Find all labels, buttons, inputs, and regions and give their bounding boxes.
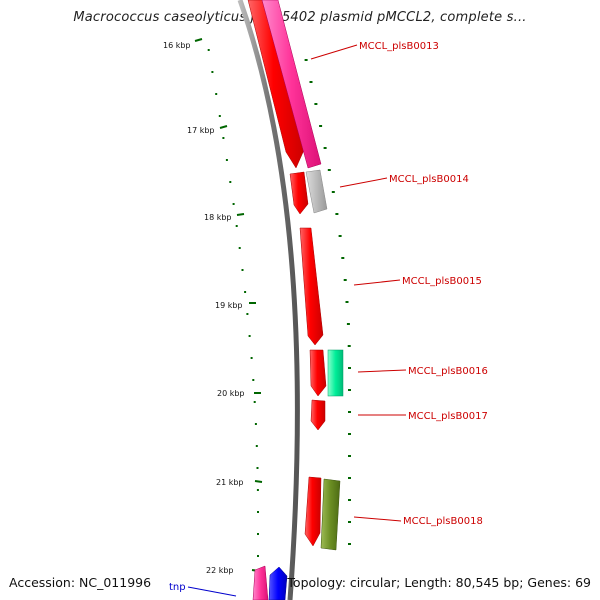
cog-bar-0016[interactable] [327,349,344,397]
tick-16kbp: 16 kbp [163,38,203,50]
gene-label-text: MCCL_plsB0016 [408,366,488,377]
gene-label-text: MCCL_plsB0013 [359,41,439,52]
tick-label: 18 kbp [204,213,232,222]
tick-label: 21 kbp [216,478,244,487]
gene-labels: MCCL_plsB0013 MCCL_plsB0014 MCCL_plsB001… [169,41,488,597]
cds-arrow-0013[interactable] [247,0,305,169]
gene-label-tnp[interactable]: tnp [169,582,237,597]
tick-18kbp: 18 kbp [204,213,245,222]
tick-label: 20 kbp [217,389,245,398]
cog-bar-0014[interactable] [305,169,328,214]
cog-bar-0018[interactable] [320,478,341,551]
gene-label-text: MCCL_plsB0014 [389,174,469,185]
gene-label-text: MCCL_plsB0018 [403,516,483,527]
cds-arrow-tnp[interactable] [252,565,269,600]
tick-17kbp: 17 kbp [187,125,228,135]
tick-21kbp: 21 kbp [216,478,263,487]
gene-label-text: MCCL_plsB0017 [408,411,488,422]
tick-label: 19 kbp [215,301,243,310]
cds-arrow-0016[interactable] [309,349,327,397]
gene-label-0018[interactable]: MCCL_plsB0018 [353,516,483,527]
accession-label: Accession: NC_011996 [9,575,152,590]
tick-label: 16 kbp [163,41,191,50]
scale-ticks: 16 kbp 17 kbp 18 kbp 19 kbp 20 kbp 21 kb… [163,38,263,575]
tick-label: 22 kbp [206,566,234,575]
tick-20kbp: 20 kbp [217,389,261,398]
gene-label-0014[interactable]: MCCL_plsB0014 [339,174,469,188]
cds-arrow-0015[interactable] [299,227,324,346]
gc-track-inner [207,49,259,557]
tick-19kbp: 19 kbp [215,301,256,310]
tick-22kbp: 22 kbp [206,566,260,575]
gene-label-text: MCCL_plsB0015 [402,276,482,287]
gene-label-0016[interactable]: MCCL_plsB0016 [357,366,488,377]
cog-bar-tnp[interactable] [268,566,288,600]
gene-label-0015[interactable]: MCCL_plsB0015 [353,276,482,287]
cds-arrow-0014[interactable] [289,171,309,215]
map-title: Macrococcus caseolyticus JCSC5402 plasmi… [73,10,527,25]
cog-lane [261,0,344,600]
tick-label: 17 kbp [187,126,215,135]
cds-lane [247,0,327,600]
cds-arrow-0017[interactable] [310,399,326,431]
cds-arrow-0018[interactable] [304,476,322,547]
topology-label: Topology: circular; Length: 80,545 bp; G… [287,575,591,590]
gene-label-text: tnp [169,582,186,593]
gene-label-0017[interactable]: MCCL_plsB0017 [358,411,488,422]
cog-bar-0013[interactable] [261,0,322,169]
gene-label-0013[interactable]: MCCL_plsB0013 [310,41,439,60]
backbone-arc [237,0,300,600]
gc-track-outer [304,59,351,545]
